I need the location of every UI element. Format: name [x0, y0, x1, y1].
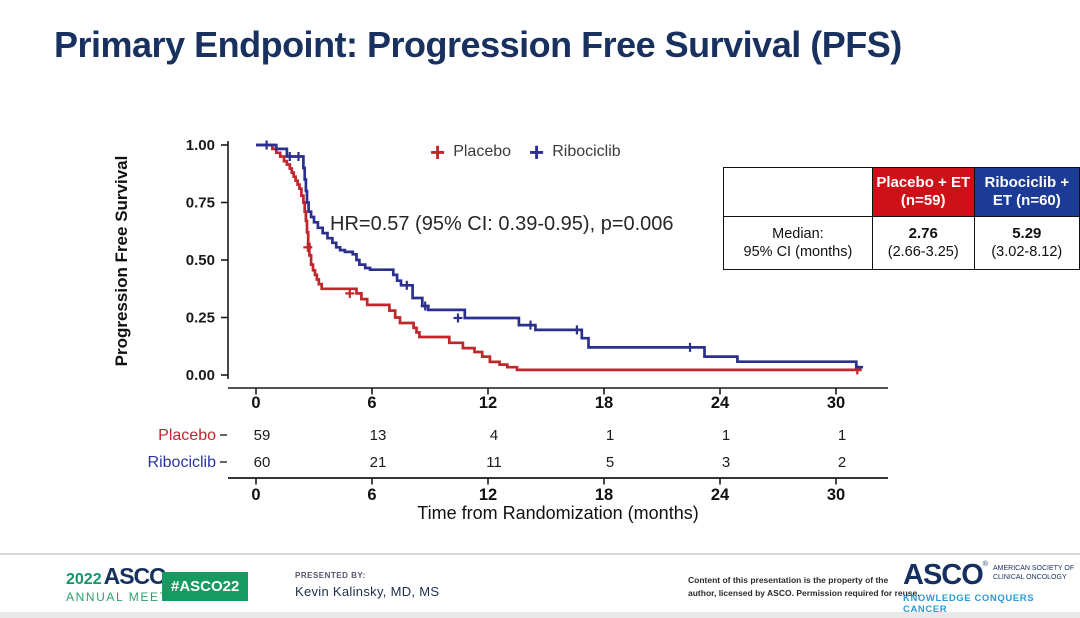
risk-tick-label: 6 [367, 486, 376, 504]
risk-count: 1 [722, 427, 730, 444]
ribociclib-ci: (3.02-8.12) [991, 244, 1063, 261]
meeting-year: 2022 [66, 571, 102, 588]
asco-meeting-logo-top: 2022 ASCO ® [66, 565, 195, 588]
y-tick-label: 1.00 [186, 137, 215, 154]
copyright-line2: author, licensed by ASCO. Permission req… [688, 587, 920, 598]
x-tick-label: 18 [595, 394, 613, 412]
survival-curve-placebo [256, 143, 862, 372]
footer-divider [0, 553, 1080, 555]
x-tick-label: 6 [367, 394, 376, 412]
risk-row-label-placebo: Placebo [158, 427, 216, 444]
copyright-line1: Content of this presentation is the prop… [688, 575, 889, 585]
org-tagline: KNOWLEDGE CONQUERS CANCER [903, 593, 1035, 615]
summary-header-empty [723, 167, 873, 217]
legend-item-ribociclib: + Ribociclib [529, 137, 621, 167]
org-subtitle-line2: CLINICAL ONCOLOGY [992, 574, 1067, 582]
y-tick-label: 0.50 [186, 252, 215, 269]
x-tick-label: 30 [827, 394, 845, 412]
summary-table-header-row: Placebo + ET (n=59) Ribociclib + ET (n=6… [723, 167, 1080, 217]
x-tick-label: 12 [479, 394, 497, 412]
presented-by-block: PRESENTED BY: Kevin Kalinsky, MD, MS [295, 571, 439, 599]
risk-tick-label: 12 [479, 486, 497, 504]
x-axis [228, 387, 888, 395]
presenter-name: Kevin Kalinsky, MD, MS [295, 584, 440, 599]
legend: + Placebo + Ribociclib [430, 137, 621, 167]
x-tick-label: 0 [251, 394, 260, 412]
summary-table-median-row: Median: 95% CI (months) 2.76 (2.66-3.25)… [723, 216, 1080, 270]
asco-org-logo: ASCO ® AMERICAN SOCIETY OF CLINICAL ONCO… [903, 561, 1080, 616]
risk-count: 2 [838, 454, 846, 471]
y-axis-title: Progression Free Survival [112, 155, 131, 367]
placebo-median: 2.76 [908, 224, 938, 242]
summary-value-placebo: 2.76 (2.66-3.25) [871, 216, 975, 270]
y-tick-label: 0.25 [186, 310, 215, 327]
y-tick-label: 0.00 [186, 367, 215, 384]
y-axis [221, 141, 229, 379]
risk-count: 13 [370, 427, 387, 444]
summary-value-ribociclib: 5.29 (3.02-8.12) [973, 216, 1080, 270]
hashtag-badge: #ASCO22 [162, 572, 249, 601]
risk-row-label-ribociclib: Ribociclib [148, 454, 217, 471]
risk-axis [228, 477, 888, 485]
placebo-ci: (2.66-3.25) [887, 244, 959, 261]
risk-count: 1 [606, 427, 614, 444]
ribociclib-median: 5.29 [1012, 224, 1042, 242]
summary-header-ribociclib: Ribociclib + ET (n=60) [973, 167, 1080, 217]
x-axis-title: Time from Randomization (months) [417, 503, 699, 523]
risk-count: 21 [370, 454, 387, 471]
slide-bottom-strip [0, 612, 1080, 618]
asco-org-logo-top: ASCO ® AMERICAN SOCIETY OF CLINICAL ONCO… [903, 561, 1080, 590]
risk-tick-label: 30 [827, 486, 845, 504]
org-subtitle-line1: AMERICAN SOCIETY OF [992, 565, 1075, 572]
summary-header-placebo: Placebo + ET (n=59) [871, 167, 975, 217]
summary-row-label: Median: 95% CI (months) [723, 216, 873, 270]
legend-label: Ribociclib [552, 143, 621, 160]
presented-by-label: PRESENTED BY: [295, 571, 366, 580]
risk-count: 5 [606, 454, 614, 471]
meeting-org: ASCO [103, 563, 167, 589]
legend-label: Placebo [453, 143, 512, 160]
risk-count: 4 [490, 427, 498, 444]
risk-count: 59 [254, 427, 271, 444]
asco-meeting-logo: 2022 ASCO ® ANNUAL MEETING [66, 565, 195, 604]
registered-mark-icon: ® [982, 561, 988, 568]
censor-marks-ribociclib [262, 140, 695, 352]
slide-title: Primary Endpoint: Progression Free Survi… [54, 24, 902, 65]
risk-tick-label: 0 [251, 486, 260, 504]
org-subtitle: AMERICAN SOCIETY OF CLINICAL ONCOLOGY [993, 564, 1074, 583]
summary-row-label-line2: 95% CI (months) [743, 244, 853, 260]
risk-tick-label: 24 [711, 486, 730, 504]
plus-marker-icon: + [430, 137, 446, 167]
risk-count: 60 [254, 454, 271, 471]
x-tick-label: 24 [711, 394, 730, 412]
risk-count: 1 [838, 427, 846, 444]
copyright-notice: Content of this presentation is the prop… [688, 574, 920, 600]
summary-row-label-line1: Median: [772, 225, 824, 242]
plus-marker-icon: + [529, 137, 545, 167]
risk-count: 3 [722, 454, 730, 471]
summary-table: Placebo + ET (n=59) Ribociclib + ET (n=6… [723, 167, 1080, 270]
y-tick-label: 0.75 [186, 195, 215, 212]
risk-count: 11 [486, 454, 502, 471]
legend-item-placebo: + Placebo [430, 137, 512, 167]
org-name: ASCO [903, 559, 984, 591]
meeting-name: ANNUAL MEETING [66, 590, 195, 604]
hazard-ratio-annotation: HR=0.57 (95% CI: 0.39-0.95), p=0.006 [330, 213, 674, 235]
risk-tick-label: 18 [595, 486, 613, 504]
